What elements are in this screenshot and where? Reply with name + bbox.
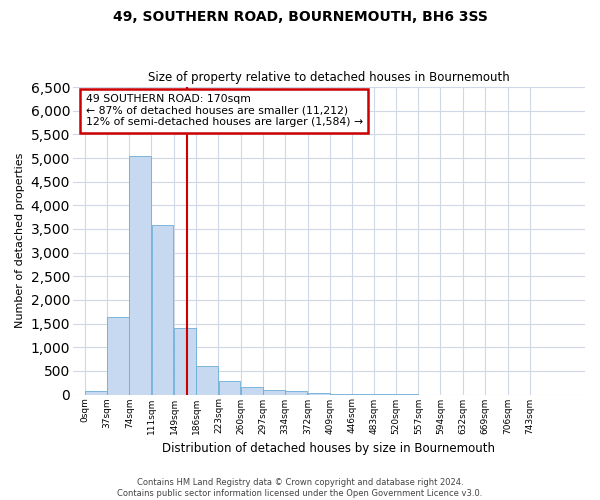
Text: 49, SOUTHERN ROAD, BOURNEMOUTH, BH6 3SS: 49, SOUTHERN ROAD, BOURNEMOUTH, BH6 3SS	[113, 10, 487, 24]
Bar	[107, 317, 129, 394]
Bar	[152, 226, 173, 394]
Title: Size of property relative to detached houses in Bournemouth: Size of property relative to detached ho…	[148, 72, 510, 85]
Bar	[174, 328, 196, 394]
Text: 49 SOUTHERN ROAD: 170sqm
← 87% of detached houses are smaller (11,212)
12% of se: 49 SOUTHERN ROAD: 170sqm ← 87% of detach…	[86, 94, 363, 128]
Text: Contains HM Land Registry data © Crown copyright and database right 2024.
Contai: Contains HM Land Registry data © Crown c…	[118, 478, 482, 498]
Bar	[85, 392, 107, 394]
Bar	[130, 156, 151, 394]
X-axis label: Distribution of detached houses by size in Bournemouth: Distribution of detached houses by size …	[163, 442, 496, 455]
Bar	[196, 366, 218, 394]
Bar	[263, 390, 285, 394]
Y-axis label: Number of detached properties: Number of detached properties	[15, 153, 25, 328]
Bar	[285, 392, 307, 394]
Bar	[218, 381, 241, 394]
Bar	[241, 387, 263, 394]
